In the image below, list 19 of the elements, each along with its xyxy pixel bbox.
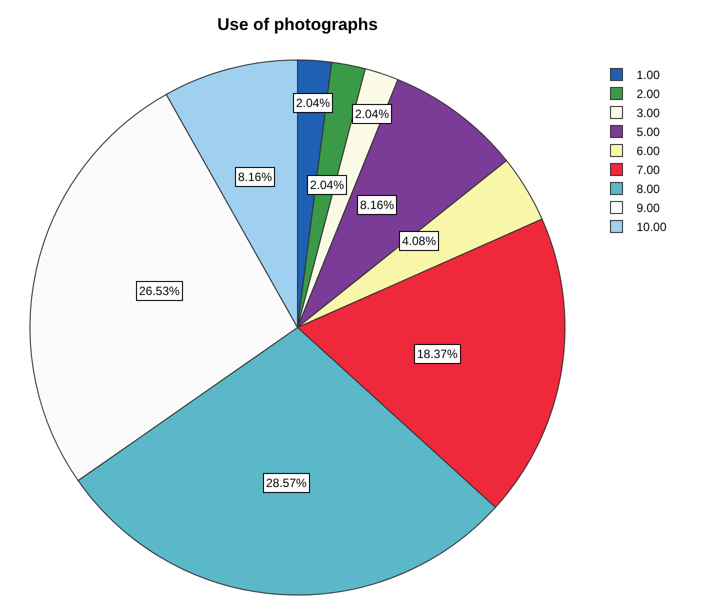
data-label: 28.57% — [266, 476, 308, 490]
chart-title: Use of photographs — [217, 15, 378, 34]
legend-label: 2.00 — [636, 87, 660, 102]
legend-label: 9.00 — [636, 201, 660, 216]
legend-label: 1.00 — [636, 68, 660, 82]
legend-label: 5.00 — [636, 125, 660, 140]
data-label: 4.08% — [402, 234, 436, 248]
legend-label: 10.00 — [636, 220, 667, 234]
data-label: 26.53% — [139, 284, 180, 298]
legend-label: 3.00 — [636, 106, 660, 120]
legend-label: 7.00 — [636, 163, 660, 178]
data-label: 2.04% — [296, 96, 330, 110]
data-label: 18.37% — [417, 347, 458, 361]
data-label: 2.04% — [310, 178, 344, 192]
data-label: 2.04% — [355, 107, 390, 121]
data-label: 8.16% — [360, 198, 394, 212]
legend-label: 6.00 — [636, 144, 660, 158]
data-label: 8.16% — [238, 170, 272, 184]
legend-label: 8.00 — [636, 182, 660, 196]
